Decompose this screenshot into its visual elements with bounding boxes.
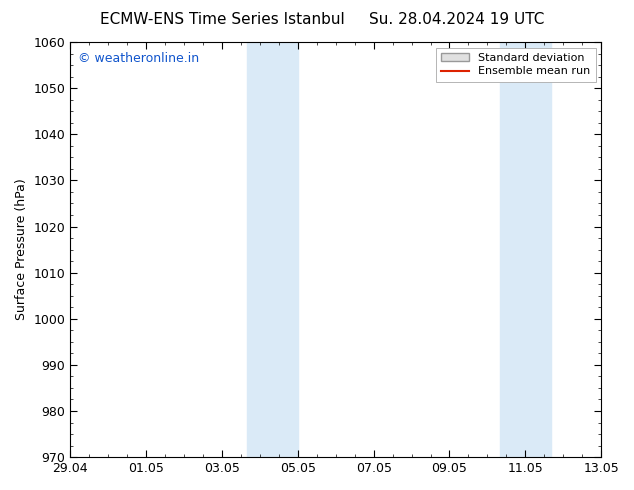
Y-axis label: Surface Pressure (hPa): Surface Pressure (hPa): [15, 179, 28, 320]
Bar: [247, 42, 273, 457]
Text: © weatheronline.in: © weatheronline.in: [78, 52, 199, 66]
Bar: [526, 42, 551, 457]
Bar: [273, 42, 298, 457]
Bar: [500, 42, 526, 457]
Text: ECMW-ENS Time Series Istanbul: ECMW-ENS Time Series Istanbul: [100, 12, 344, 27]
Legend: Standard deviation, Ensemble mean run: Standard deviation, Ensemble mean run: [436, 48, 595, 82]
Text: Su. 28.04.2024 19 UTC: Su. 28.04.2024 19 UTC: [369, 12, 544, 27]
